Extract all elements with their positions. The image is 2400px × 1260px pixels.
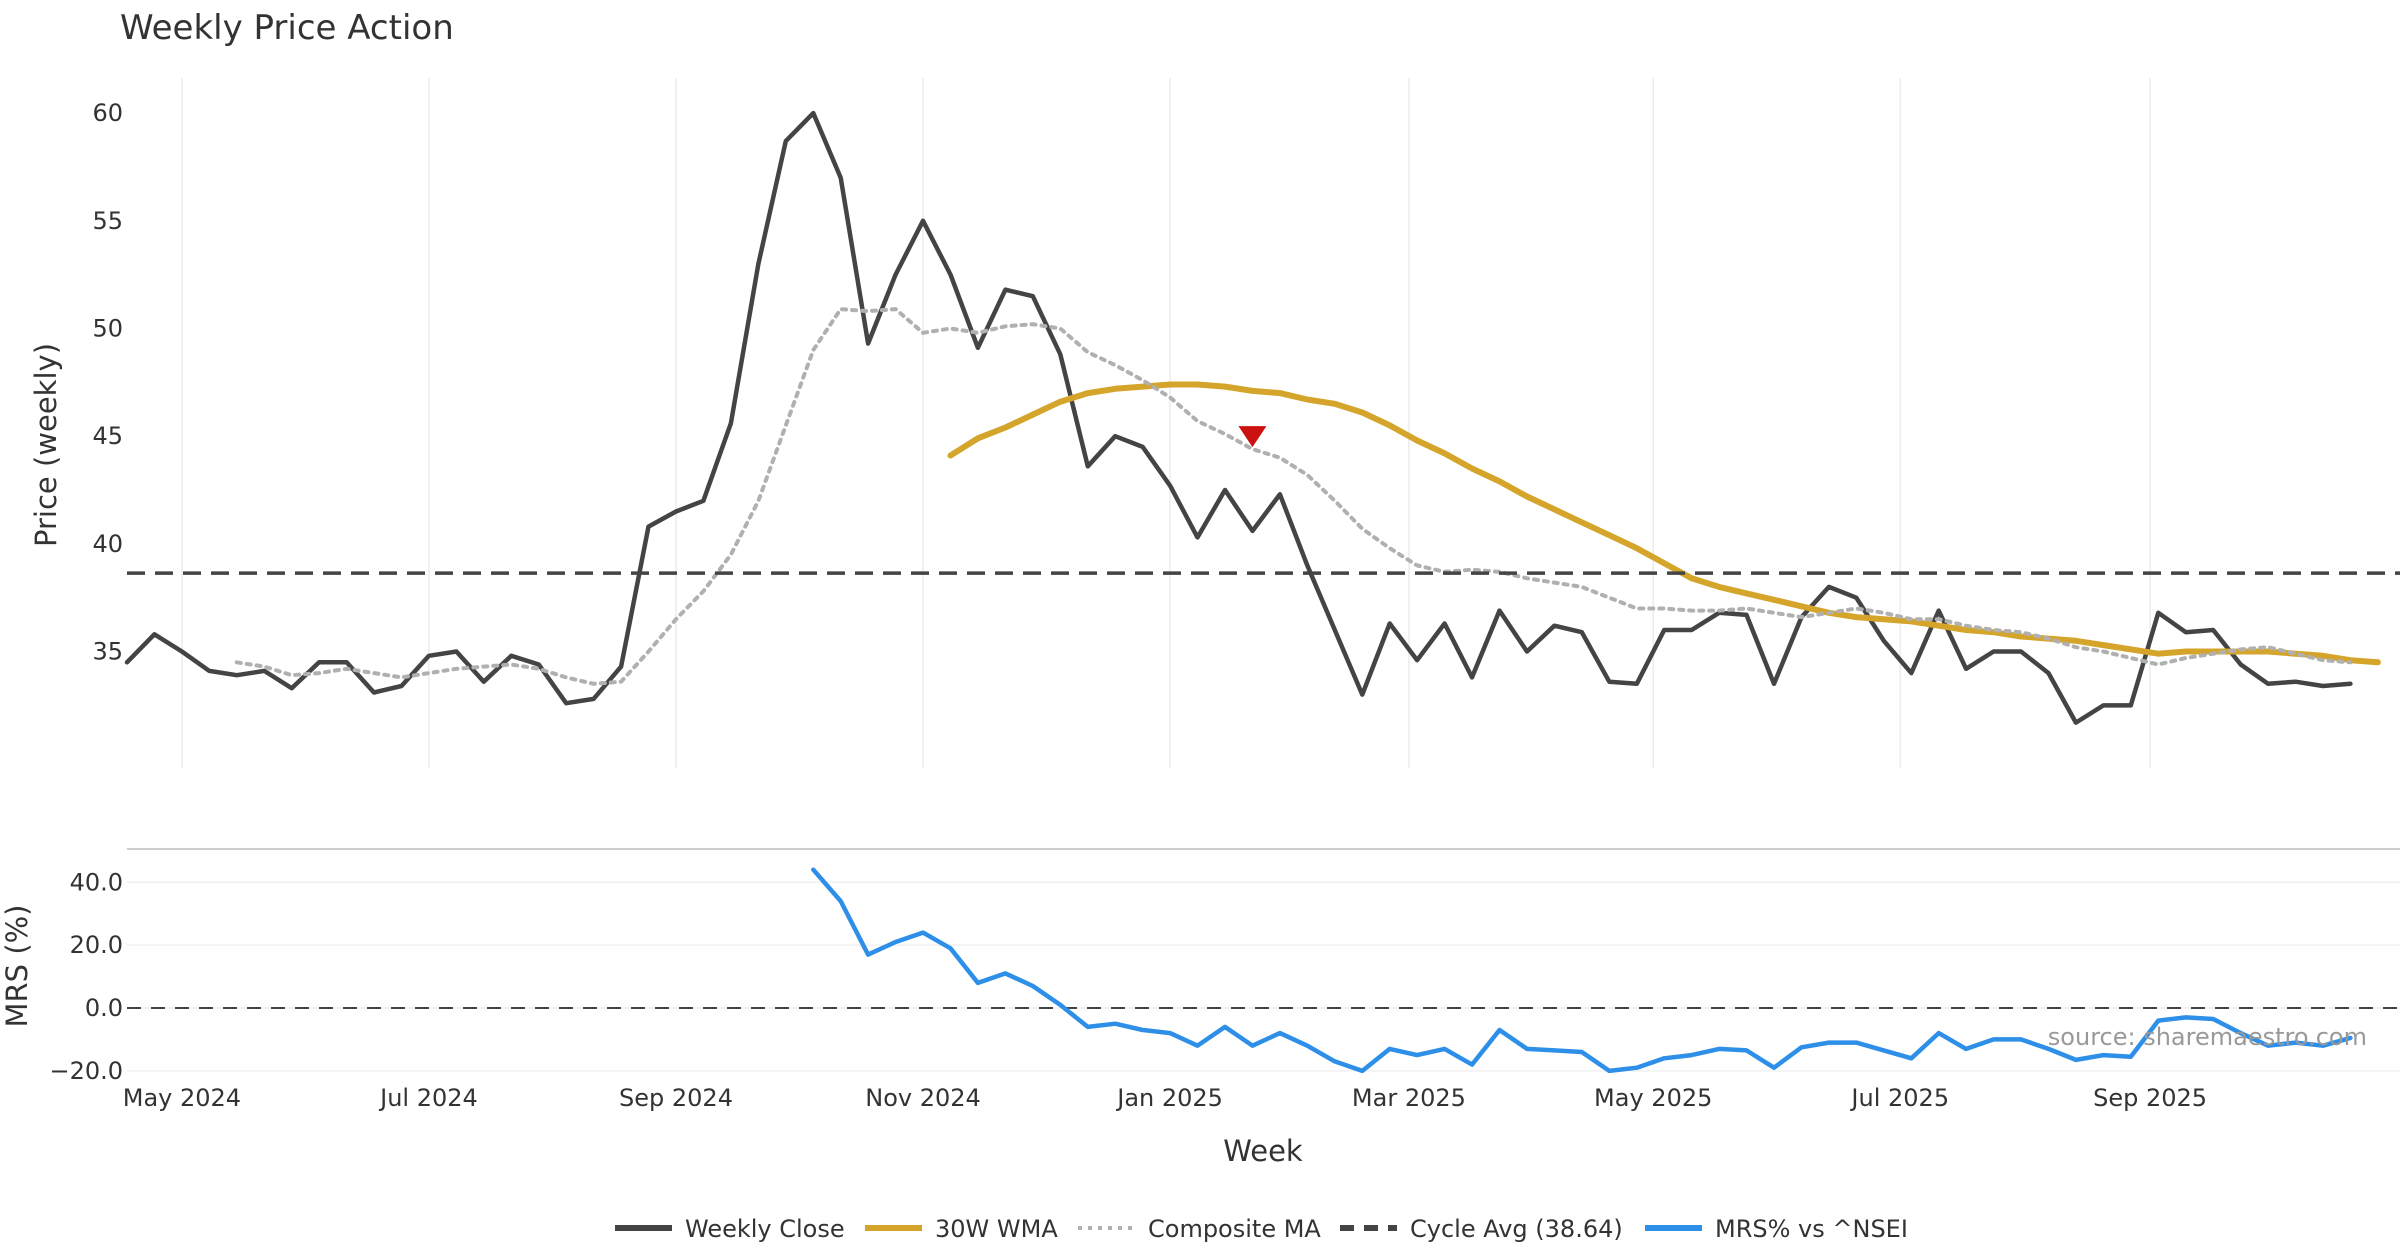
y-tick-label: 35 xyxy=(92,638,123,666)
legend-label: MRS% vs ^NSEI xyxy=(1715,1215,1908,1243)
mrs-y-tick-label: 0.0 xyxy=(85,994,123,1022)
top-y-axis-label: Price (weekly) xyxy=(29,343,63,547)
y-tick-label: 40 xyxy=(92,530,123,558)
legend-label: Composite MA xyxy=(1148,1215,1321,1243)
mrs-panel: −20.0 0.0 20.0 40.0 xyxy=(49,868,2400,1085)
series-line xyxy=(951,385,2378,663)
y-tick-label: 50 xyxy=(92,314,123,342)
x-axis-label: Week xyxy=(1223,1134,1303,1168)
sell-marker xyxy=(1238,426,1266,447)
mrs-y-tick-label: 40.0 xyxy=(70,868,123,896)
y-tick-label: 55 xyxy=(92,207,123,235)
x-tick-label: Nov 2024 xyxy=(865,1084,981,1112)
chart-figure: Weekly Price Action 35 40 45 50 55 60 −20.0 0.… xyxy=(0,0,2400,1260)
x-tick-label: Jul 2024 xyxy=(378,1084,478,1112)
x-tick-label: Jan 2025 xyxy=(1115,1084,1223,1112)
legend-label: Weekly Close xyxy=(685,1215,845,1243)
x-tick-label: Mar 2025 xyxy=(1352,1084,1466,1112)
chart-title: Weekly Price Action xyxy=(120,8,454,48)
mrs-y-tick-label: −20.0 xyxy=(49,1057,123,1085)
x-tick-label: Sep 2024 xyxy=(619,1084,733,1112)
bottom-y-axis-label: MRS (%) xyxy=(0,905,34,1028)
price-panel: 35 40 45 50 55 60 xyxy=(92,99,2400,723)
mrs-y-tick-label: 20.0 xyxy=(70,931,123,959)
legend-label: 30W WMA xyxy=(935,1215,1058,1243)
legend-label: Cycle Avg (38.64) xyxy=(1410,1215,1623,1243)
x-tick-label: Jul 2025 xyxy=(1849,1084,1949,1112)
source-note: source: sharemaestro.com xyxy=(2048,1023,2367,1051)
y-tick-label: 60 xyxy=(92,99,123,127)
x-axis: May 2024 Jul 2024 Sep 2024 Nov 2024 Jan 2025… xyxy=(123,1084,2207,1112)
series-line xyxy=(237,309,2351,684)
x-tick-label: Sep 2025 xyxy=(2093,1084,2207,1112)
legend: Weekly Close 30W WMA Composite MA Cycle Avg… xyxy=(615,1215,1908,1243)
x-tick-label: May 2025 xyxy=(1594,1084,1712,1112)
vertical-gridlines xyxy=(182,78,2150,768)
y-tick-label: 45 xyxy=(92,422,123,450)
x-tick-label: May 2024 xyxy=(123,1084,241,1112)
